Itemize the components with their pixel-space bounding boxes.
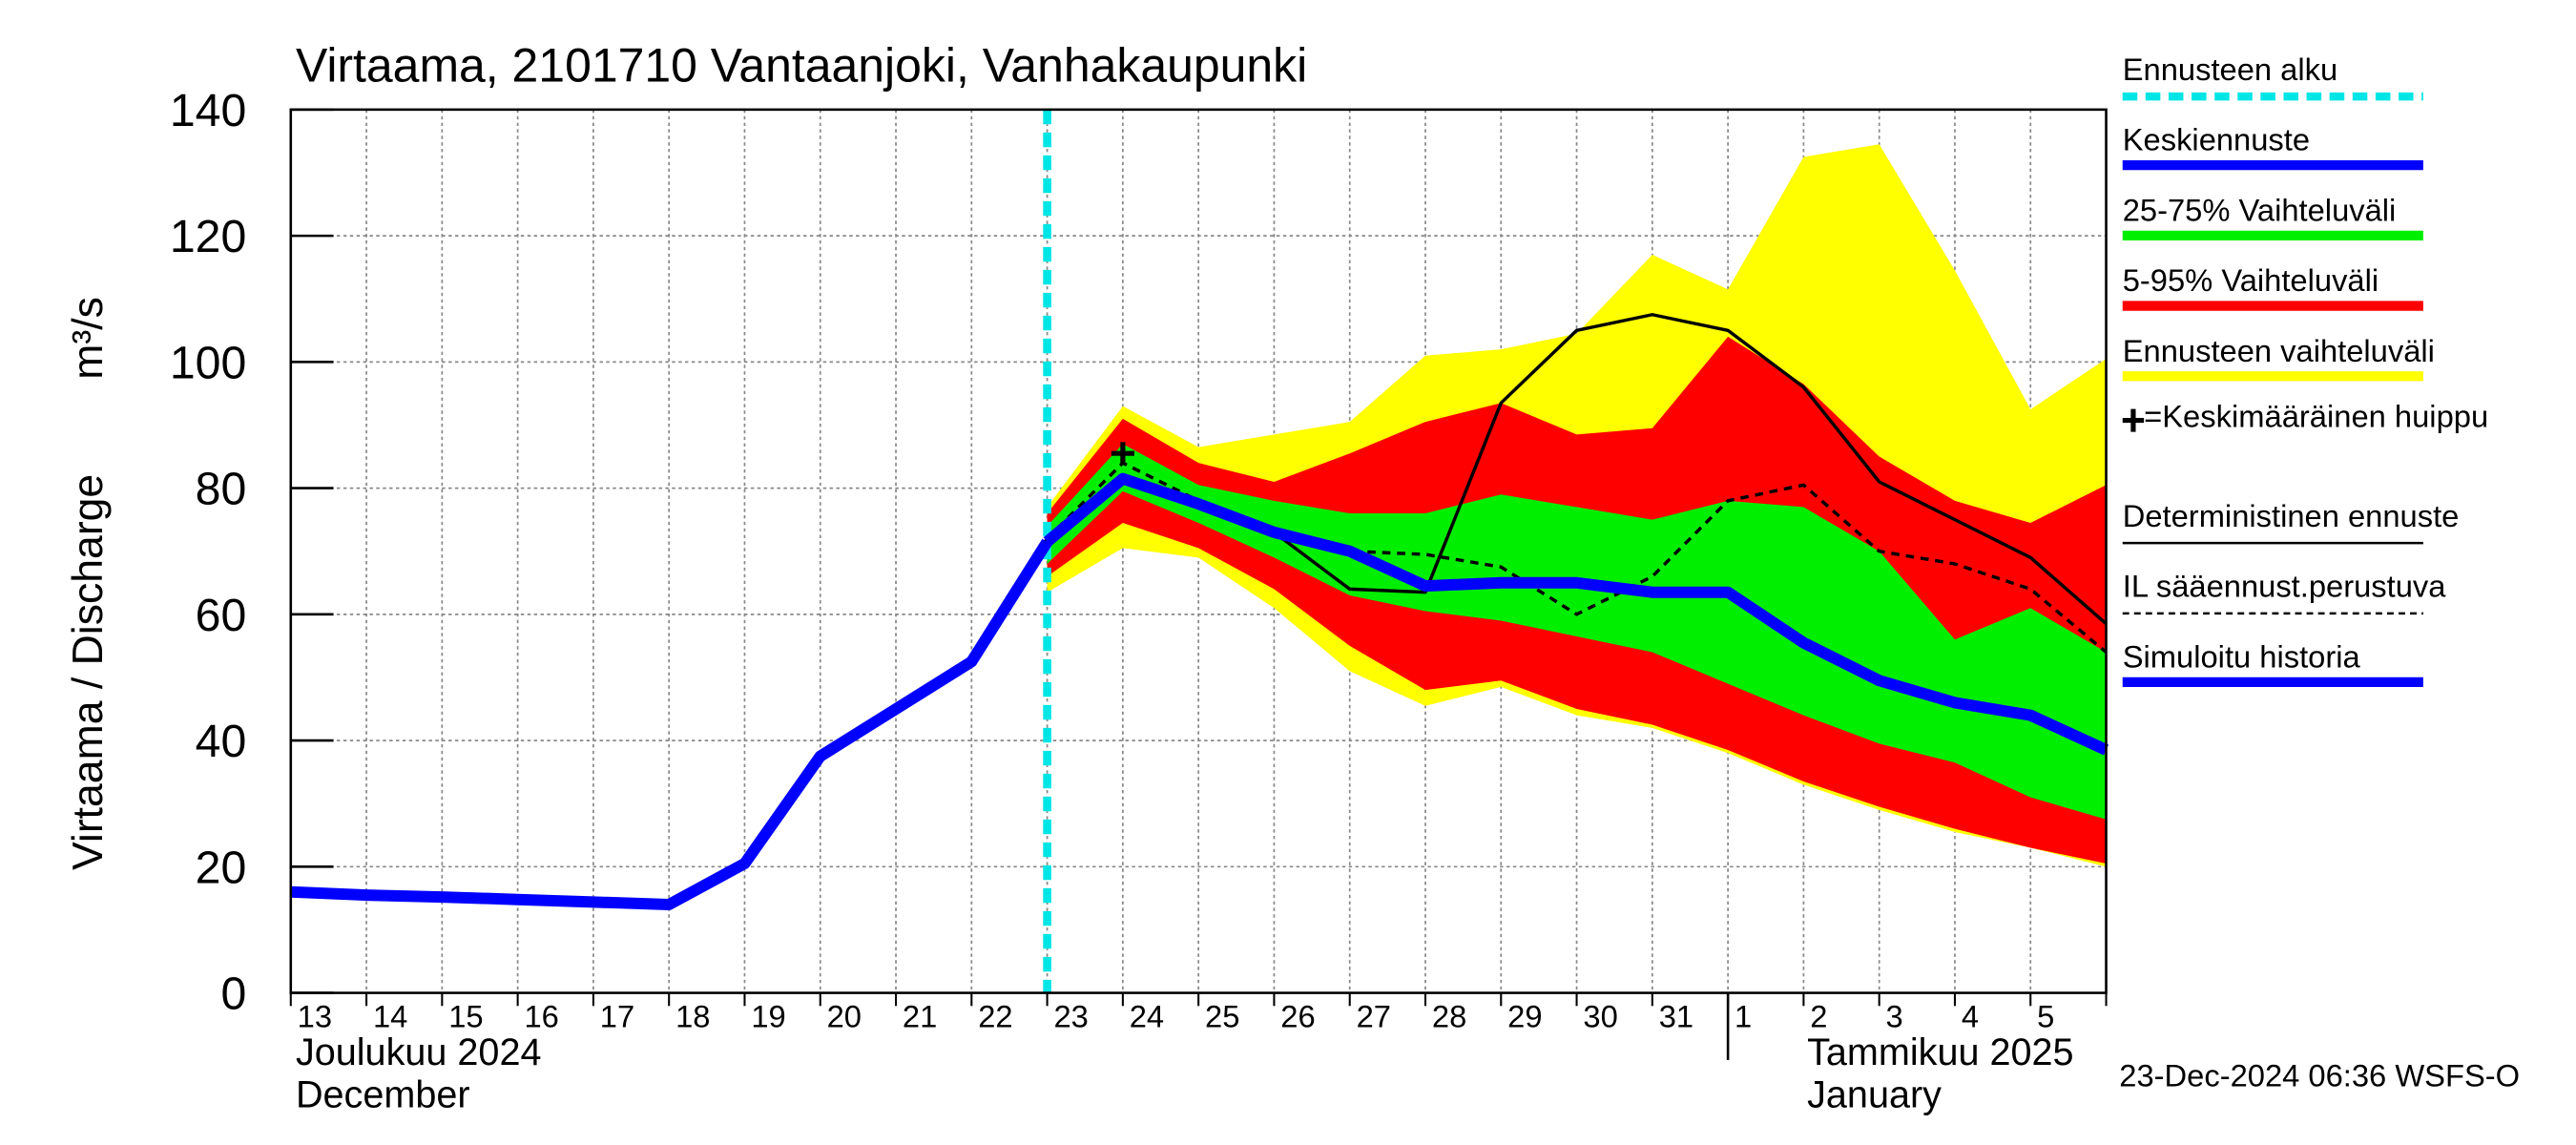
series-line — [290, 538, 1052, 910]
x-tick-label: 19 — [751, 999, 785, 1034]
legend-label-box: =Keskimääräinen huippu — [2144, 401, 2489, 435]
series-line — [1043, 472, 2109, 756]
month-label: Tammikuu 2025 — [1807, 1031, 2073, 1073]
y-tick-label: 0 — [220, 968, 246, 1020]
x-tick-label: 29 — [1507, 999, 1542, 1034]
x-tick-label: 28 — [1432, 999, 1466, 1034]
x-tick-label: 16 — [525, 999, 559, 1034]
x-tick-label: 1 — [1735, 999, 1752, 1034]
month-label: January — [1807, 1074, 1942, 1116]
x-tick-label: 23 — [1053, 999, 1088, 1034]
x-tick-label: 30 — [1583, 999, 1617, 1034]
x-tick-label: 25 — [1205, 999, 1239, 1034]
x-tick-label: 20 — [827, 999, 862, 1034]
y-tick-label: 40 — [196, 716, 247, 767]
y-tick-label: 80 — [196, 464, 247, 515]
legend-label: Keskiennuste — [2123, 122, 2310, 157]
x-tick-label: 2 — [1810, 999, 1827, 1034]
x-tick-label: 18 — [675, 999, 710, 1034]
legend-label: Ennusteen alku — [2123, 52, 2337, 87]
x-tick-label: 5 — [2037, 999, 2054, 1034]
x-tick-label: 26 — [1280, 999, 1315, 1034]
legend-key — [2122, 408, 2145, 432]
y-label: Virtaama / Discharge — [65, 474, 112, 870]
x-tick-label: 27 — [1357, 999, 1391, 1034]
y-tick-label: 100 — [170, 338, 246, 389]
legend-label: Ennusteen vaihteluväli — [2123, 333, 2435, 368]
legend-label: Deterministinen ennuste — [2123, 498, 2460, 533]
x-tick-label: 14 — [373, 999, 407, 1034]
y-tick-label: 60 — [196, 590, 247, 641]
x-tick-label: 3 — [1886, 999, 1903, 1034]
x-tick-label: 13 — [298, 999, 332, 1034]
x-tick-label: 17 — [600, 999, 634, 1034]
x-tick-label: 24 — [1130, 999, 1164, 1034]
x-tick-label: 21 — [903, 999, 937, 1034]
plot-frame — [289, 108, 2108, 994]
y-tick-label: 120 — [170, 211, 246, 262]
x-tick-label: 31 — [1659, 999, 1693, 1034]
peak-marker — [1111, 442, 1134, 466]
legend-label: 5-95% Vaihteluväli — [2123, 262, 2379, 298]
legend-label: Simuloitu historia — [2123, 638, 2361, 674]
month-label: Joulukuu 2024 — [296, 1031, 542, 1073]
x-tick-label: 4 — [1962, 999, 1979, 1034]
chart-title: Virtaama, 2101710 Vantaanjoki, Vanhakaup… — [296, 39, 1307, 93]
y-tick-label: 20 — [196, 843, 247, 894]
y-unit: m³/s — [65, 297, 112, 380]
legend-label: =Keskimääräinen huippu — [2144, 401, 2489, 435]
legend-label: 25-75% Vaihteluväli — [2123, 192, 2397, 227]
series-line — [1046, 461, 2108, 654]
legend-label: IL sääennust.perustuva — [2123, 569, 2447, 604]
y-tick-label: 140 — [170, 85, 246, 136]
x-tick-label: 22 — [978, 999, 1012, 1034]
footer: 23-Dec-2024 06:36 WSFS-O — [2119, 1057, 2520, 1093]
month-label: December — [296, 1074, 470, 1116]
x-tick-label: 15 — [448, 999, 483, 1034]
